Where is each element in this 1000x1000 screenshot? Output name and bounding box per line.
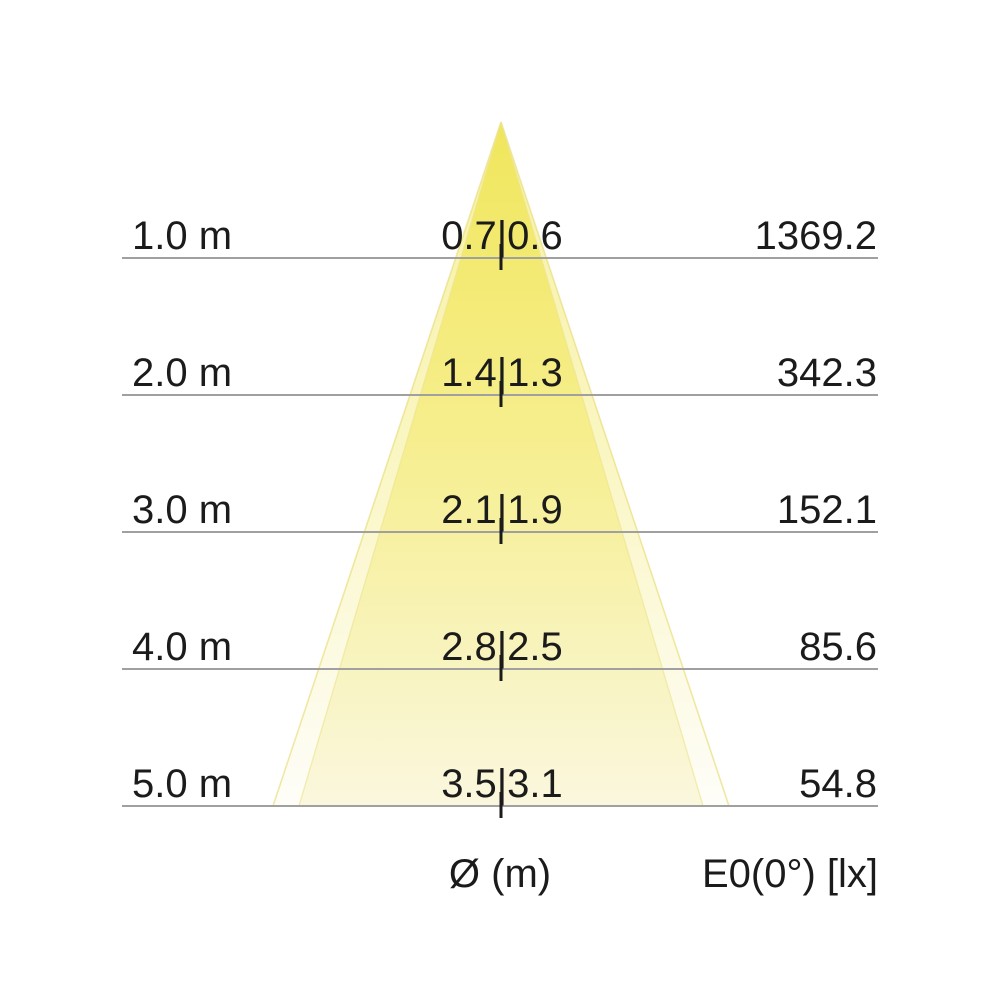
beam-diameter-value: 2.1|1.9 xyxy=(441,488,563,532)
cone-edge-outer-right xyxy=(500,121,730,807)
distance-label: 1.0 m xyxy=(132,214,233,258)
cone-edge-inner-right xyxy=(500,121,704,807)
distance-label: 4.0 m xyxy=(132,625,233,669)
illuminance-value: 85.6 xyxy=(799,625,877,669)
beam-diameter-value: 2.8|2.5 xyxy=(441,625,563,669)
illuminance-value: 152.1 xyxy=(776,488,877,532)
distance-label: 3.0 m xyxy=(132,488,233,532)
beam-diameter-value: 3.5|3.1 xyxy=(441,762,563,806)
illuminance-value: 1369.2 xyxy=(754,214,877,258)
beam-diameter-value: 0.7|0.6 xyxy=(441,214,563,258)
distance-label: 2.0 m xyxy=(132,351,233,395)
distance-label: 5.0 m xyxy=(132,762,233,806)
light-cone-inner xyxy=(299,122,703,806)
cone-edge-inner-left xyxy=(298,121,502,807)
cone-edge-outer-left xyxy=(272,121,502,807)
illuminance-value: 342.3 xyxy=(776,351,877,395)
beam-diameter-value: 1.4|1.3 xyxy=(441,351,563,395)
illuminance-value: 54.8 xyxy=(799,762,877,806)
illuminance-column-label: E0(0°) [lx] xyxy=(701,852,878,896)
diameter-column-label: Ø (m) xyxy=(448,852,552,896)
